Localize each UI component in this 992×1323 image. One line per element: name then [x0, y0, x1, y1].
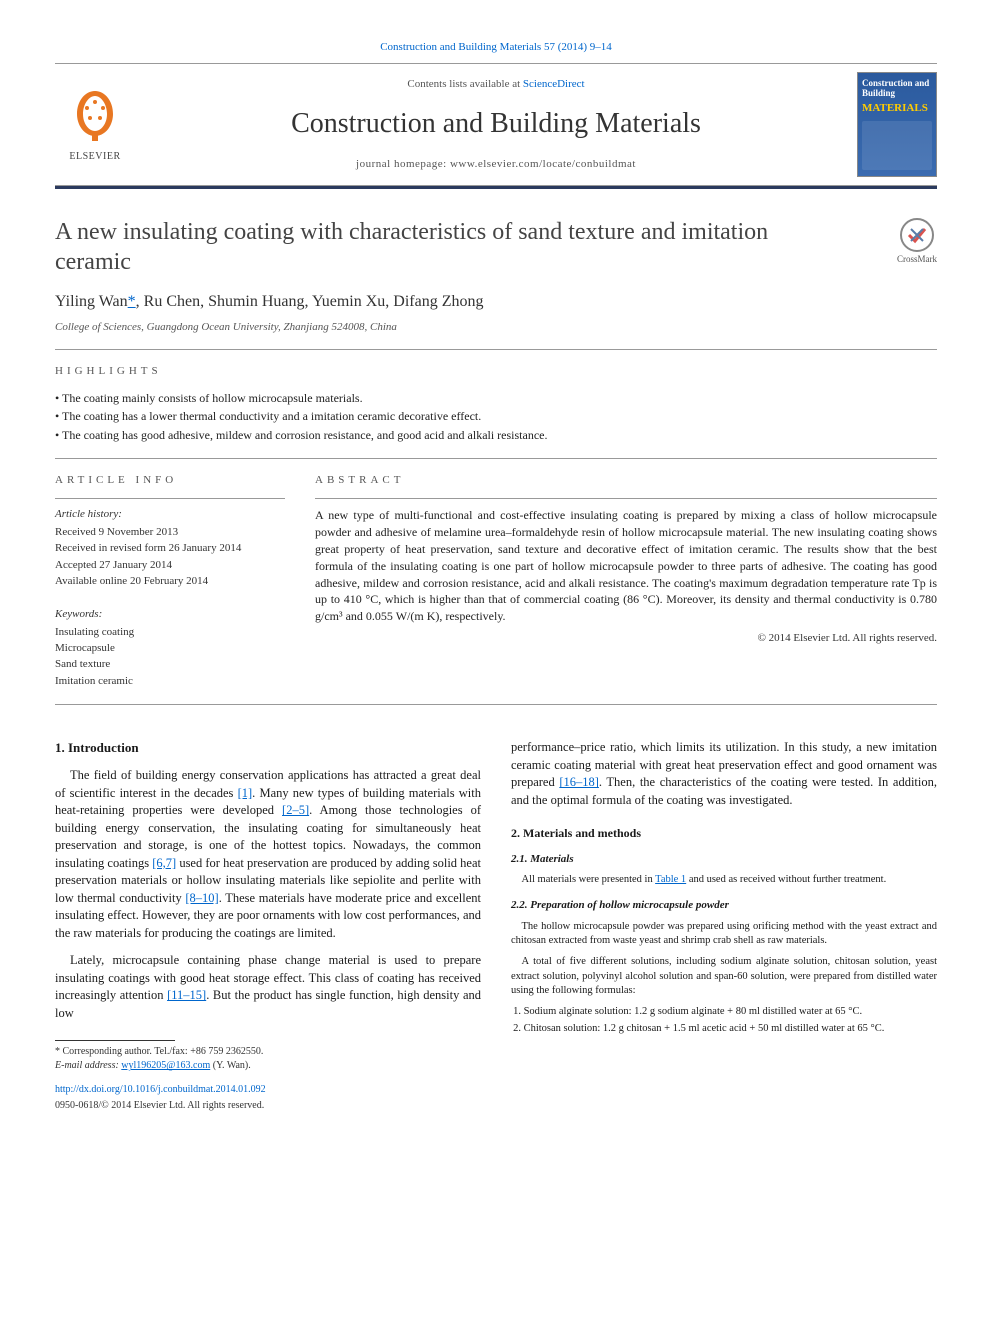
highlight-item: The coating mainly consists of hollow mi…: [55, 390, 937, 407]
homepage-prefix: journal homepage:: [356, 158, 450, 170]
mm-para-2: The hollow microcapsule powder was prepa…: [511, 920, 937, 949]
doi-line: http://dx.doi.org/10.1016/j.conbuildmat.…: [55, 1083, 481, 1097]
citation-line: Construction and Building Materials 57 (…: [55, 40, 937, 55]
mm-block-2: The hollow microcapsule powder was prepa…: [511, 920, 937, 999]
mm-sub2: 2.2. Preparation of hollow microcapsule …: [511, 898, 937, 913]
journal-title: Construction and Building Materials: [135, 104, 857, 143]
sciencedirect-link[interactable]: ScienceDirect: [523, 78, 585, 90]
contents-prefix: Contents lists available at: [407, 78, 522, 90]
history-line: Available online 20 February 2014: [55, 574, 285, 589]
journal-cover-thumb: Construction and Building MATERIALS: [857, 72, 937, 177]
corresponding-footnote: * Corresponding author. Tel./fax: +86 75…: [55, 1045, 481, 1073]
keywords-block: Keywords: Insulating coating Microcapsul…: [55, 607, 285, 689]
footnote-rule: [55, 1040, 175, 1041]
history-heading: Article history:: [55, 507, 285, 522]
header-center: Contents lists available at ScienceDirec…: [135, 77, 857, 173]
left-column: 1. Introduction The field of building en…: [55, 739, 481, 1113]
crossmark-label: CrossMark: [897, 253, 937, 266]
header-rule: [55, 186, 937, 189]
abstract-column: abstract A new type of multi-functional …: [315, 473, 937, 690]
email-link[interactable]: wyl196205@163.com: [121, 1060, 210, 1071]
article-title: A new insulating coating with characteri…: [55, 217, 815, 277]
cover-image-placeholder: [862, 121, 932, 171]
cover-subtitle: MATERIALS: [862, 101, 932, 116]
article-info-label: article info: [55, 473, 285, 488]
rule-2: [55, 458, 937, 459]
abstract-copyright: © 2014 Elsevier Ltd. All rights reserved…: [315, 631, 937, 646]
tree-icon: [65, 86, 125, 146]
cover-title: Construction and Building: [862, 79, 932, 99]
keyword: Insulating coating: [55, 625, 285, 640]
crossmark-badge[interactable]: CrossMark: [897, 217, 937, 266]
page-root: Construction and Building Materials 57 (…: [0, 0, 992, 1143]
right-column: performance–price ratio, which limits it…: [511, 739, 937, 1113]
info-abstract-row: article info Article history: Received 9…: [55, 473, 937, 690]
highlight-item: The coating has good adhesive, mildew an…: [55, 427, 937, 444]
history-line: Received in revised form 26 January 2014: [55, 541, 285, 556]
rule-3: [55, 704, 937, 705]
email-line: E-mail address: wyl196205@163.com (Y. Wa…: [55, 1059, 481, 1073]
ref-link[interactable]: [11–15]: [167, 988, 206, 1002]
corr-author-line: * Corresponding author. Tel./fax: +86 75…: [55, 1045, 481, 1059]
ref-link[interactable]: [16–18]: [559, 775, 599, 789]
table-ref-link[interactable]: Table 1: [655, 874, 686, 885]
mm-para-3: A total of five different solutions, inc…: [511, 955, 937, 999]
intro-para-3: performance–price ratio, which limits it…: [511, 739, 937, 809]
keyword: Sand texture: [55, 657, 285, 672]
issn-line: 0950-0618/© 2014 Elsevier Ltd. All right…: [55, 1099, 481, 1113]
elsevier-logo: ELSEVIER: [55, 80, 135, 170]
abstract-label: abstract: [315, 473, 937, 488]
highlights-list: The coating mainly consists of hollow mi…: [55, 390, 937, 444]
mm-sub1: 2.1. Materials: [511, 852, 937, 867]
method-list: Sodium alginate solution: 1.2 g sodium a…: [524, 1005, 937, 1036]
article-header: A new insulating coating with characteri…: [55, 217, 937, 277]
method-item: Chitosan solution: 1.2 g chitosan + 1.5 …: [524, 1022, 937, 1037]
intro-heading: 1. Introduction: [55, 739, 481, 757]
mm-para-1: All materials were presented in Table 1 …: [511, 873, 937, 888]
rule-1: [55, 349, 937, 350]
contents-available: Contents lists available at ScienceDirec…: [135, 77, 857, 92]
homepage-line: journal homepage: www.elsevier.com/locat…: [135, 157, 857, 172]
info-rule: [55, 498, 285, 499]
ref-link[interactable]: [6,7]: [152, 856, 176, 870]
abstract-text: A new type of multi-functional and cost-…: [315, 507, 937, 625]
doi-link[interactable]: http://dx.doi.org/10.1016/j.conbuildmat.…: [55, 1084, 266, 1095]
author-list: Yiling Wan*, Ru Chen, Shumin Huang, Yuem…: [55, 291, 937, 313]
affiliation: College of Sciences, Guangdong Ocean Uni…: [55, 320, 937, 335]
authors-rest: , Ru Chen, Shumin Huang, Yuemin Xu, Difa…: [136, 293, 484, 310]
highlights-label: highlights: [55, 364, 937, 379]
ref-link[interactable]: [8–10]: [185, 891, 218, 905]
highlight-item: The coating has a lower thermal conducti…: [55, 408, 937, 425]
history-line: Received 9 November 2013: [55, 525, 285, 540]
body-columns: 1. Introduction The field of building en…: [55, 739, 937, 1113]
intro-para-1: The field of building energy conservatio…: [55, 767, 481, 942]
journal-header: ELSEVIER Contents lists available at Sci…: [55, 63, 937, 186]
corresponding-mark[interactable]: *: [128, 293, 136, 310]
abstract-rule: [315, 498, 937, 499]
keyword: Imitation ceramic: [55, 674, 285, 689]
history-line: Accepted 27 January 2014: [55, 558, 285, 573]
ref-link[interactable]: [1]: [238, 786, 253, 800]
keywords-heading: Keywords:: [55, 607, 285, 622]
author-primary: Yiling Wan: [55, 293, 128, 310]
article-info-column: article info Article history: Received 9…: [55, 473, 285, 690]
intro-para-2: Lately, microcapsule containing phase ch…: [55, 952, 481, 1022]
publisher-name: ELSEVIER: [69, 150, 120, 164]
email-label: E-mail address:: [55, 1060, 119, 1071]
ref-link[interactable]: [2–5]: [282, 803, 309, 817]
crossmark-icon: [899, 217, 935, 253]
homepage-url: www.elsevier.com/locate/conbuildmat: [450, 158, 636, 170]
text-run: and used as received without further tre…: [686, 874, 886, 885]
article-history: Article history: Received 9 November 201…: [55, 507, 285, 589]
text-run: All materials were presented in: [522, 874, 656, 885]
method-item: Sodium alginate solution: 1.2 g sodium a…: [524, 1005, 937, 1020]
keyword: Microcapsule: [55, 641, 285, 656]
email-who: (Y. Wan).: [210, 1060, 251, 1071]
mm-block-1: All materials were presented in Table 1 …: [511, 873, 937, 888]
mm-heading: 2. Materials and methods: [511, 825, 937, 842]
